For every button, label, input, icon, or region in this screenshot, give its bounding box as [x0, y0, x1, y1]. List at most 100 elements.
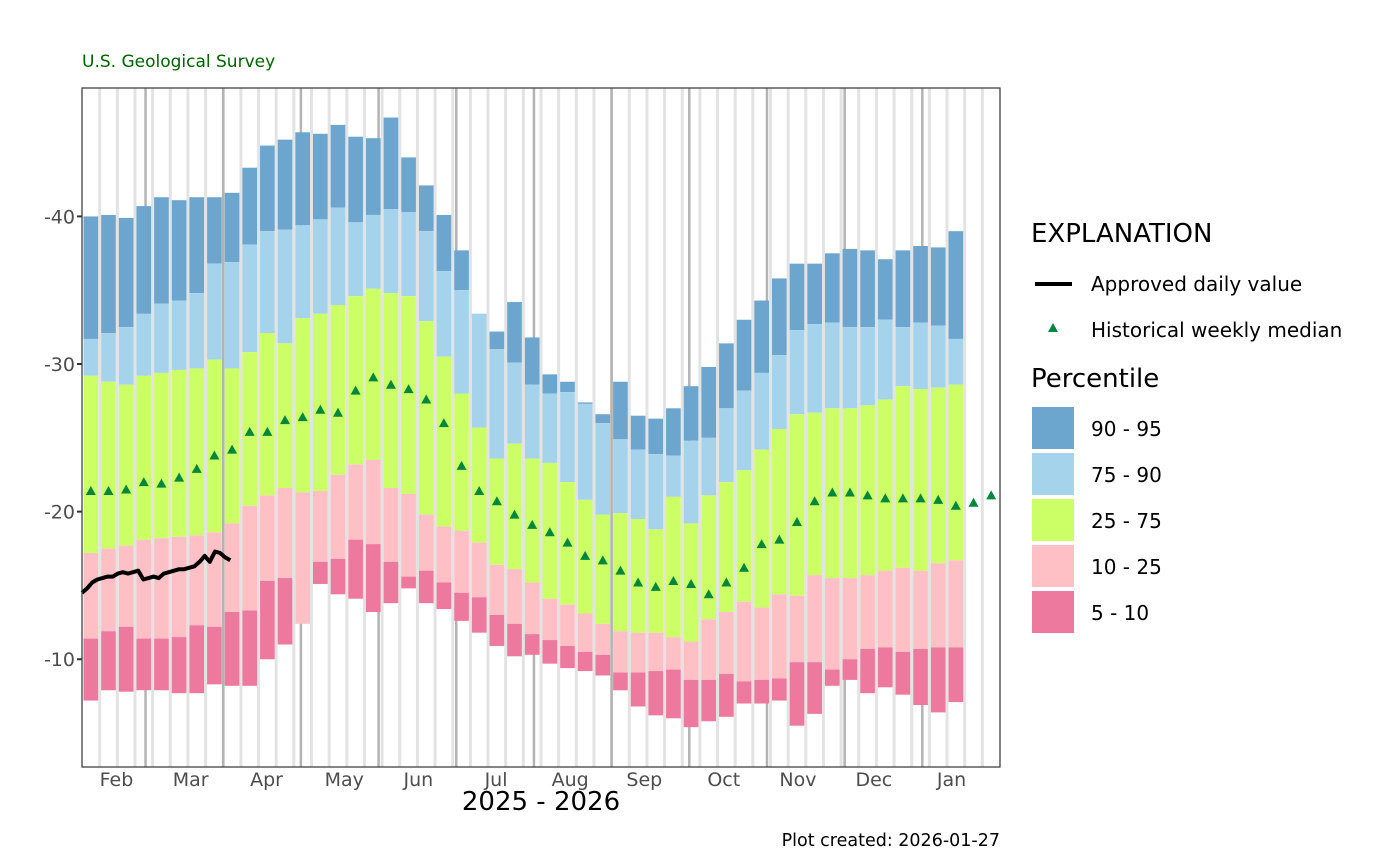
- bar-25-75: [648, 529, 664, 633]
- bar-5-10: [401, 576, 416, 589]
- median-marker: [950, 500, 961, 510]
- x-tick-label: Aug: [552, 769, 589, 791]
- bar-90-95: [295, 132, 310, 226]
- bar-5-10: [242, 610, 258, 686]
- bar-75-90: [260, 231, 275, 334]
- bar-90-95: [524, 337, 540, 385]
- bar-5-10: [471, 597, 487, 633]
- bar-75-90: [136, 313, 152, 376]
- bar-25-75: [860, 405, 875, 576]
- bar-90-95: [683, 386, 699, 441]
- bar-75-90: [489, 349, 505, 459]
- bar-10-25: [260, 495, 275, 582]
- median-marker: [138, 477, 149, 487]
- bar-75-90: [365, 214, 381, 289]
- bar-90-95: [701, 366, 717, 438]
- bar-90-95: [930, 247, 946, 326]
- bar-75-90: [754, 372, 769, 450]
- median-marker: [227, 444, 238, 454]
- bar-25-75: [789, 414, 805, 596]
- x-tick-label: Sep: [626, 769, 662, 791]
- plot-created-caption: Plot created: 2026-01-27: [782, 831, 1000, 851]
- bar-10-25: [489, 564, 505, 615]
- bar-75-90: [383, 209, 399, 294]
- bar-25-75: [83, 375, 99, 553]
- bar-90-95: [719, 343, 734, 409]
- bar-25-75: [348, 296, 363, 465]
- bar-75-90: [313, 219, 328, 314]
- bar-5-10: [154, 638, 169, 691]
- bar-25-75: [877, 399, 893, 571]
- median-marker: [862, 490, 873, 500]
- median-marker: [615, 565, 626, 575]
- bar-75-90: [807, 324, 822, 413]
- median-marker: [791, 516, 802, 526]
- bar-90-95: [154, 197, 169, 304]
- legend-percentile-label: 10 - 25: [1091, 555, 1162, 579]
- bar-90-95: [348, 136, 363, 223]
- bar-75-90: [83, 338, 99, 376]
- median-marker: [544, 527, 555, 537]
- bar-25-75: [930, 387, 946, 564]
- median-marker: [597, 555, 608, 565]
- bar-90-95: [136, 206, 152, 314]
- bar-5-10: [613, 672, 628, 691]
- bar-10-25: [83, 552, 99, 639]
- median-marker: [350, 385, 361, 395]
- bar-90-95: [824, 253, 840, 323]
- bar-90-95: [807, 263, 822, 325]
- bar-90-95: [224, 192, 240, 263]
- bar-75-90: [630, 449, 646, 520]
- bar-25-75: [507, 443, 522, 570]
- bar-5-10: [807, 662, 822, 714]
- bar-10-25: [630, 632, 646, 673]
- bar-90-95: [913, 245, 928, 323]
- bar-5-10: [313, 561, 328, 584]
- bar-5-10: [418, 570, 434, 604]
- bar-25-75: [101, 381, 116, 549]
- bar-25-75: [895, 386, 911, 568]
- bar-10-25: [895, 567, 911, 652]
- bar-5-10: [948, 647, 964, 703]
- bar-5-10: [824, 669, 840, 686]
- bar-75-90: [842, 327, 858, 409]
- bar-25-75: [701, 495, 717, 620]
- x-tick-label: Oct: [707, 769, 740, 791]
- bar-10-25: [754, 607, 769, 680]
- bar-75-90: [877, 319, 893, 400]
- bar-25-75: [913, 389, 928, 571]
- median-marker: [191, 463, 202, 473]
- bar-75-90: [648, 454, 664, 530]
- bar-10-25: [471, 542, 487, 598]
- bar-5-10: [877, 647, 893, 688]
- bar-10-25: [542, 598, 558, 641]
- y-tick-label: -20: [44, 502, 75, 524]
- bar-5-10: [454, 592, 469, 621]
- bar-75-90: [930, 325, 946, 388]
- bar-5-10: [560, 645, 575, 669]
- bar-75-90: [736, 390, 752, 471]
- legend: EXPLANATION Approved daily value Histori…: [1031, 219, 1342, 633]
- bar-75-90: [277, 229, 293, 344]
- bar-10-25: [807, 575, 822, 663]
- bar-90-95: [948, 231, 964, 339]
- bar-10-25: [330, 474, 346, 559]
- median-marker: [844, 487, 855, 497]
- bar-25-75: [736, 470, 752, 602]
- x-tick-label: Feb: [100, 769, 134, 791]
- bar-25-75: [772, 428, 787, 595]
- chart-subtitle: U.S. Geological Survey: [82, 52, 275, 72]
- y-tick-label: -30: [44, 354, 75, 376]
- bar-75-90: [224, 262, 240, 369]
- bar-25-75: [154, 372, 169, 539]
- bar-5-10: [895, 651, 911, 695]
- bar-25-75: [189, 368, 205, 536]
- bar-10-25: [772, 594, 787, 679]
- bar-75-90: [348, 222, 363, 297]
- bar-90-95: [560, 381, 575, 393]
- bar-25-75: [719, 482, 734, 613]
- legend-swatch: [1032, 499, 1074, 541]
- median-marker: [880, 493, 891, 503]
- bar-10-25: [277, 488, 293, 579]
- median-marker: [897, 493, 908, 503]
